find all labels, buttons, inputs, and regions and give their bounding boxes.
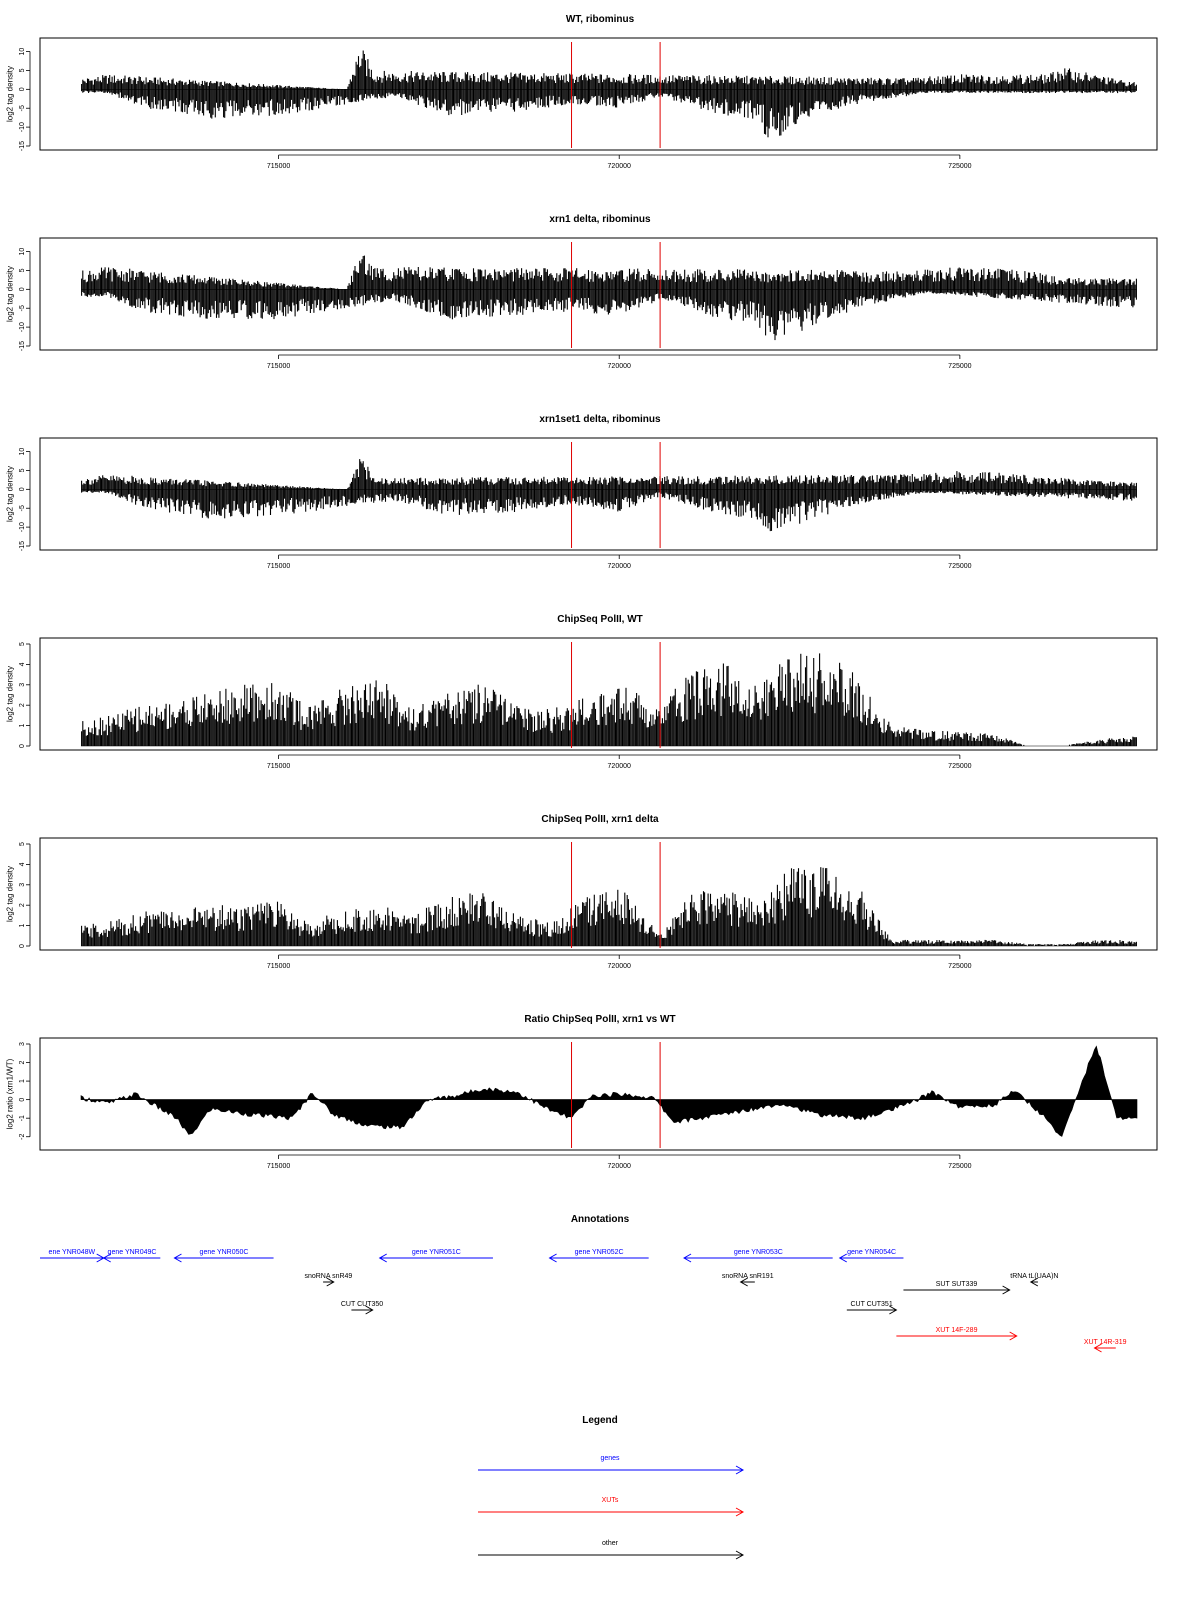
y-tick-label: -5 xyxy=(19,305,26,311)
panel-title: WT, ribominus xyxy=(566,14,635,25)
signal xyxy=(81,50,1137,138)
x-tick-label: 715000 xyxy=(267,163,290,170)
series-minus xyxy=(81,89,1137,138)
series-minus xyxy=(81,489,1137,532)
x-tick-label: 725000 xyxy=(948,163,971,170)
plot-frame xyxy=(39,37,1158,151)
y-tick-label: 5 xyxy=(19,468,26,472)
x-tick-label: 720000 xyxy=(608,563,631,570)
panel-3: xrn1set1 delta, ribominus -15 -10 -5 0 5 10 log… xyxy=(5,414,1158,570)
y-tick-label: -15 xyxy=(19,341,26,351)
y-axis-label: log2 tag density xyxy=(5,66,14,122)
y-tick-label: -5 xyxy=(19,105,26,111)
panel-title: xrn1set1 delta, ribominus xyxy=(539,414,661,425)
panel-title: xrn1 delta, ribominus xyxy=(549,214,651,225)
series-minus xyxy=(81,289,1137,341)
y-tick-label: 10 xyxy=(19,448,26,456)
y-tick-label: -15 xyxy=(19,541,26,551)
panel-2: xrn1 delta, ribominus -15 -10 -5 0 5 10 log2 ta… xyxy=(5,214,1158,370)
y-tick-label: -10 xyxy=(19,322,26,332)
series-plus xyxy=(81,50,1137,90)
signal xyxy=(81,255,1137,341)
y-tick-label: -5 xyxy=(19,505,26,511)
x-tick-label: 725000 xyxy=(948,363,971,370)
y-tick-label: 0 xyxy=(19,87,26,91)
plot-frame xyxy=(39,437,1158,551)
y-tick-label: -10 xyxy=(19,522,26,532)
x-tick-label: 715000 xyxy=(267,363,290,370)
y-axis-label: log2 tag density xyxy=(5,266,14,322)
x-tick-label: 720000 xyxy=(608,163,631,170)
y-tick-label: 10 xyxy=(19,48,26,56)
y-axis-label: log2 tag density xyxy=(5,466,14,522)
panel-1: WT, ribominus -15 -10 -5 0 5 10 log2 tag densit… xyxy=(5,14,1158,170)
y-tick-label: -10 xyxy=(19,122,26,132)
x-tick-label: 725000 xyxy=(948,563,971,570)
x-tick-label: 715000 xyxy=(267,563,290,570)
x-tick-label: 720000 xyxy=(608,363,631,370)
y-tick-label: -15 xyxy=(19,141,26,151)
signal xyxy=(81,459,1137,532)
series-plus xyxy=(81,459,1137,490)
y-tick-label: 0 xyxy=(19,487,26,491)
series-plus xyxy=(81,255,1137,290)
plot-frame xyxy=(39,237,1158,351)
y-tick-label: 5 xyxy=(19,268,26,272)
y-tick-label: 10 xyxy=(19,248,26,256)
y-tick-label: 0 xyxy=(19,287,26,291)
y-tick-label: 5 xyxy=(19,68,26,72)
